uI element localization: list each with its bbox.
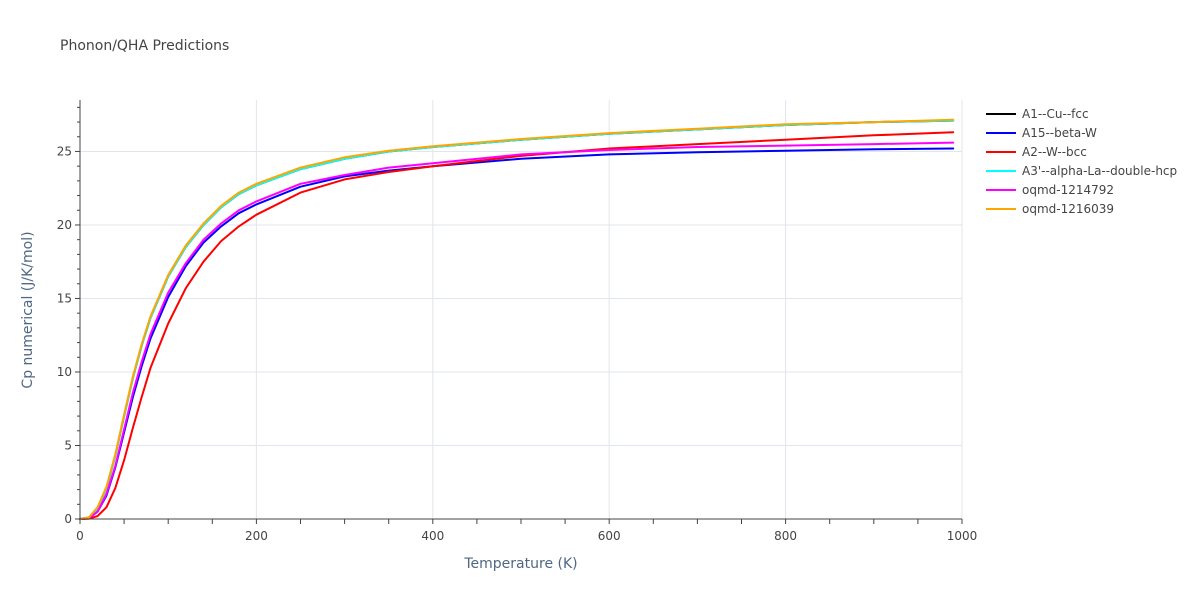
x-tick-label: 600 [598, 529, 621, 543]
y-tick-label: 5 [64, 438, 72, 452]
y-tick-label: 0 [64, 512, 72, 526]
x-axis-title: Temperature (K) [463, 556, 577, 572]
legend-label: A15--beta-W [1022, 126, 1097, 140]
x-tick-label: 400 [421, 529, 444, 543]
series-line [79, 131, 955, 520]
legend-label: A2--W--bcc [1022, 145, 1087, 159]
y-tick-label: 25 [57, 144, 72, 158]
series-line [79, 118, 955, 520]
legend-label: A3'--alpha-La--double-hcp [1022, 164, 1177, 178]
x-tick-label: 0 [76, 529, 84, 543]
series-line [79, 147, 955, 520]
legend-label: A1--Cu--fcc [1022, 107, 1089, 121]
chart-title: Phonon/QHA Predictions [60, 38, 229, 54]
legend-label: oqmd-1214792 [1022, 183, 1114, 197]
axes: 0 200 400 600 800 1000 0 5 10 15 20 25 [57, 100, 978, 543]
y-tick-label: 10 [57, 365, 72, 379]
x-tick-label: 1000 [947, 529, 978, 543]
legend: A1--Cu--fcc A15--beta-W A2--W--bcc A3'--alp… [986, 107, 1177, 216]
y-tick-label: 20 [57, 218, 72, 232]
y-tick-label: 15 [57, 291, 72, 305]
series-line [79, 141, 955, 520]
y-axis-title: Cp numerical (J/K/mol) [20, 231, 36, 388]
grid [80, 100, 963, 519]
series-line [79, 119, 955, 520]
x-tick-label: 800 [774, 529, 797, 543]
series-line [79, 119, 955, 520]
x-tick-label: 200 [245, 529, 268, 543]
legend-label: oqmd-1216039 [1022, 202, 1114, 216]
plot-lines [79, 118, 955, 520]
